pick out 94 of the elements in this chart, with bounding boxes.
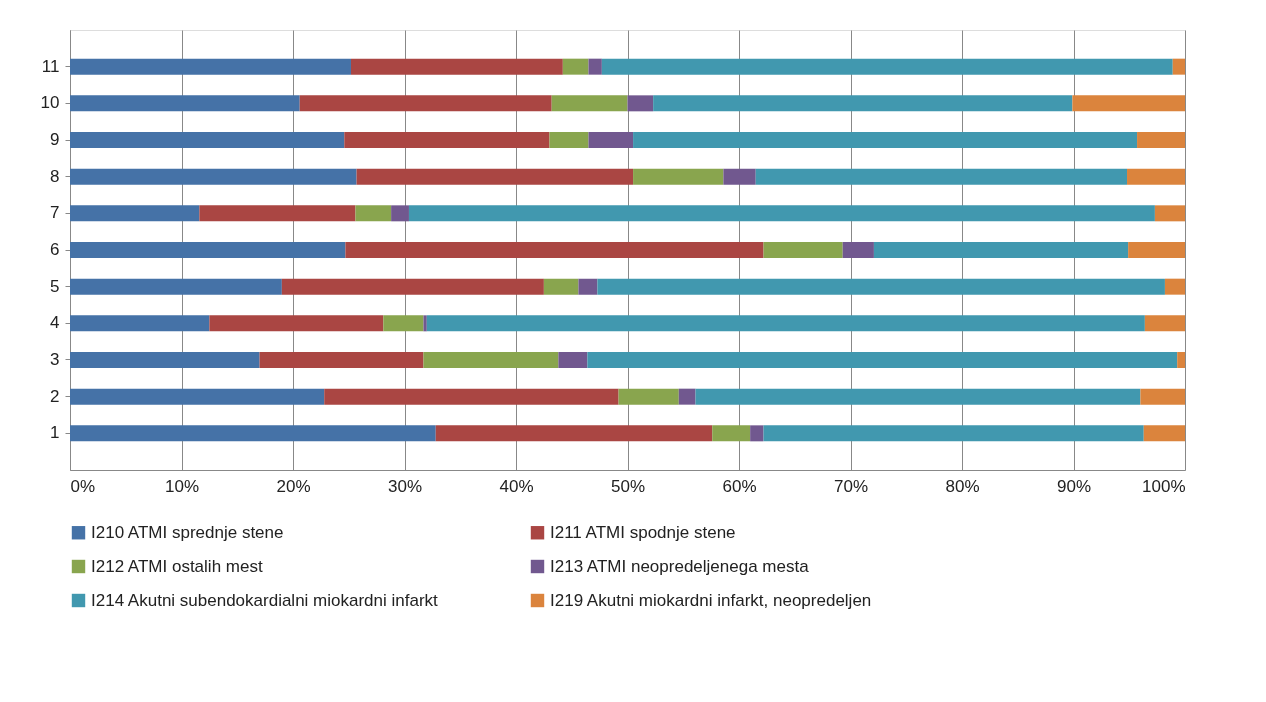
bar	[356, 168, 634, 185]
x-tick-label: 0%	[70, 476, 96, 496]
bar	[618, 388, 679, 405]
bar	[873, 242, 1129, 258]
bar	[587, 352, 1178, 368]
bar	[601, 58, 1173, 75]
x-tick-label: 70%	[833, 476, 869, 496]
bar	[70, 278, 282, 295]
bar	[562, 58, 589, 75]
bar	[70, 242, 346, 258]
bar	[70, 168, 357, 185]
bar	[70, 132, 345, 148]
bar	[588, 132, 634, 148]
x-tick-label: 60%	[722, 476, 757, 496]
bar	[1143, 425, 1185, 442]
bar	[383, 315, 424, 332]
bar	[543, 278, 579, 295]
x-tick-label: 80%	[945, 476, 980, 496]
bar	[723, 168, 756, 185]
bar	[426, 315, 1145, 332]
bar	[70, 352, 260, 368]
bar	[1128, 242, 1185, 258]
bar	[597, 278, 1165, 295]
bar	[435, 425, 713, 442]
bar	[350, 58, 563, 75]
bar	[355, 205, 392, 222]
bar	[345, 242, 764, 258]
bar	[842, 242, 874, 258]
bar	[578, 278, 598, 295]
bar	[588, 58, 602, 75]
x-tick-label: 50%	[610, 476, 646, 496]
bar	[70, 315, 210, 332]
bar	[344, 132, 550, 148]
y-tick-label: 3	[50, 350, 60, 369]
legend-label: I211 ATMI spodnje stene	[550, 522, 736, 542]
x-tick-label: 100%	[1142, 476, 1186, 496]
bar	[70, 425, 436, 442]
bar	[633, 168, 724, 185]
bar	[549, 132, 589, 148]
y-tick-label: 8	[50, 166, 60, 186]
x-tick-label: 20%	[276, 476, 311, 496]
y-tick-label: 10	[40, 93, 60, 113]
y-tick-label: 5	[50, 276, 60, 296]
bar	[199, 205, 356, 222]
bar	[695, 388, 1141, 405]
bar	[1164, 278, 1185, 295]
bar	[1072, 95, 1185, 112]
bar	[259, 352, 424, 368]
bar	[1140, 388, 1185, 405]
bar	[627, 95, 654, 112]
bar	[1172, 58, 1185, 75]
bar	[763, 425, 1144, 442]
legend-label: I219 Akutni miokardni infarkt, neopredeljen	[550, 590, 872, 610]
bar	[558, 352, 588, 368]
bar	[1154, 205, 1185, 222]
x-tick-label: 10%	[164, 476, 200, 496]
y-tick-label: 11	[41, 56, 60, 76]
bar	[750, 425, 764, 442]
legend-label: I214 Akutni subendokardialni miokardni infarkt	[91, 590, 439, 610]
bar	[653, 95, 1073, 112]
y-tick-label: 2	[50, 386, 60, 406]
bar	[209, 315, 384, 332]
x-tick-label: 30%	[387, 476, 423, 496]
bar	[423, 315, 427, 332]
bar	[324, 388, 619, 405]
bar	[712, 425, 751, 442]
legend-label: I213 ATMI neopredeljenega mesta	[550, 556, 810, 576]
bar	[755, 168, 1128, 185]
bar	[678, 388, 696, 405]
legend-label: I210 ATMI sprednje stene	[91, 522, 284, 542]
y-tick-label: 1	[50, 423, 60, 443]
bar	[408, 205, 1155, 222]
bar	[1177, 352, 1185, 368]
y-tick-label: 4	[50, 313, 60, 333]
bar	[551, 95, 628, 112]
y-tick-label: 9	[50, 130, 60, 149]
bar	[70, 95, 300, 112]
bar	[70, 388, 325, 405]
bar	[70, 58, 351, 75]
legend-label: I212 ATMI ostalih mest	[91, 556, 263, 576]
bar	[423, 352, 559, 368]
y-tick-label: 7	[50, 203, 60, 223]
bar	[763, 242, 843, 258]
bar	[1127, 168, 1185, 185]
bar	[70, 205, 200, 222]
bar	[391, 205, 409, 222]
bar	[633, 132, 1138, 148]
x-tick-label: 90%	[1056, 476, 1092, 496]
y-tick-label: 6	[50, 240, 60, 259]
bar	[299, 95, 552, 112]
bar	[281, 278, 544, 295]
x-tick-label: 40%	[499, 476, 534, 496]
bar	[1144, 315, 1185, 332]
bar	[1137, 132, 1185, 148]
